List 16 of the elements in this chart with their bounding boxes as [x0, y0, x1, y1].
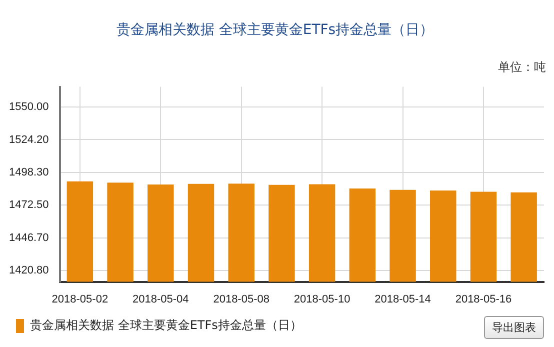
x-tick-label: 2018-05-16: [455, 293, 512, 306]
x-tick-label: 2018-05-04: [132, 293, 189, 306]
y-tick-label: 1550.00: [8, 101, 49, 114]
y-tick-label: 1498.30: [8, 166, 49, 179]
y-tick-label: 1472.50: [8, 199, 49, 212]
y-tick-label: 1446.70: [8, 232, 49, 244]
text: 单位：吨: [498, 60, 546, 74]
chart-title: 贵金属相关数据 全球主要黄金ETFs持金总量（日）: [116, 22, 434, 38]
y-tick-label: 1524.20: [8, 134, 49, 146]
x-tick-label: 2018-05-14: [374, 293, 431, 306]
y-tick-label: 1420.80: [8, 264, 49, 277]
x-tick-label: 2018-05-02: [52, 293, 108, 306]
x-tick-label: 2018-05-10: [294, 293, 350, 306]
export-button: 导出图表: [484, 316, 544, 339]
legend-label: 贵金属相关数据 全球主要黄金ETFs持金总量（日）: [30, 318, 302, 332]
x-tick-label: 2018-05-08: [213, 293, 270, 306]
